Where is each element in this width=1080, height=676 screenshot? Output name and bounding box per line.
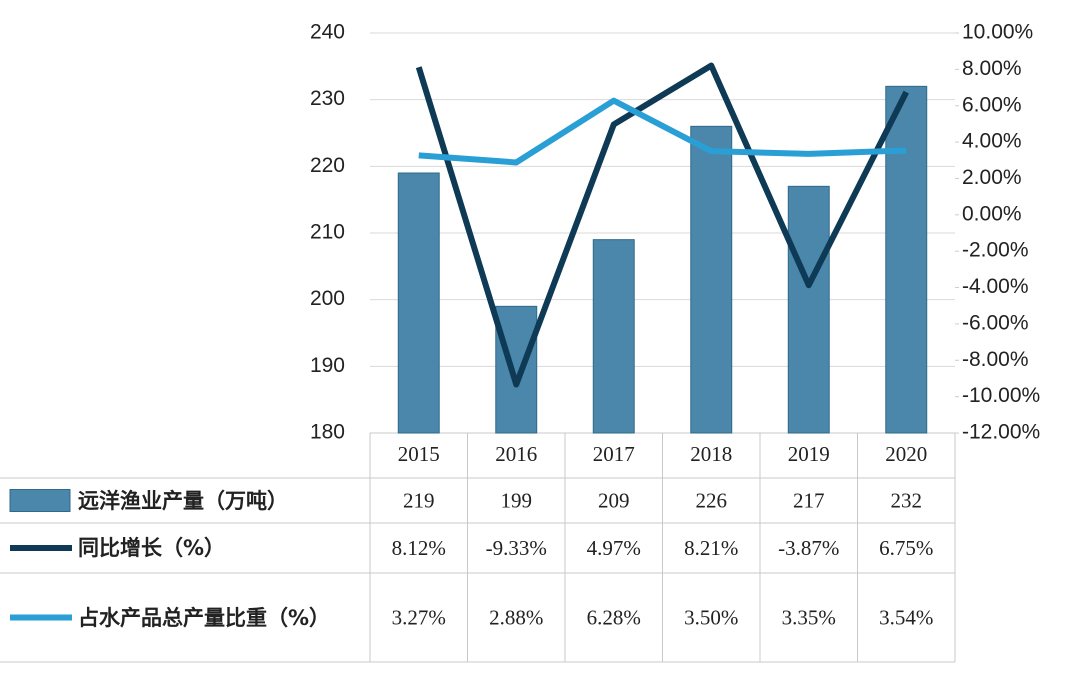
legend-label-box: 远洋渔业产量（万吨） <box>78 488 288 513</box>
legend-label: 同比增长（%） <box>78 536 226 560</box>
y-tick-label: 190 <box>310 354 345 377</box>
y2-tick-label: -6.00% <box>962 311 1029 334</box>
table-value: 6.75% <box>879 536 933 560</box>
line <box>415 62 909 388</box>
bar <box>787 185 830 434</box>
legend-label: 远洋渔业产量（万吨） <box>78 488 288 513</box>
y2-tick-label: -10.00% <box>962 384 1040 407</box>
y-tick-label: 230 <box>310 87 345 110</box>
y2-tick-label: 0.00% <box>962 202 1022 225</box>
y2-tick-label: 10.00% <box>962 21 1033 44</box>
table-value: 226 <box>696 488 728 512</box>
legend-label: 占水产品总产量比重（%） <box>78 605 331 630</box>
table-value: 199 <box>501 488 533 512</box>
table-value: 3.27% <box>392 605 446 629</box>
y2-tick-label: 8.00% <box>962 57 1022 80</box>
table-value: 209 <box>598 488 630 512</box>
table-value: 232 <box>891 488 923 512</box>
bar <box>592 239 635 434</box>
bar <box>495 305 538 434</box>
table-value: 6.28% <box>587 605 641 629</box>
y2-tick-label: -4.00% <box>962 275 1029 298</box>
table-value: 3.35% <box>782 605 836 629</box>
y2-tick-label: -12.00% <box>962 421 1040 444</box>
y-tick-label: 240 <box>310 21 345 44</box>
line <box>418 97 907 166</box>
y2-tick-label: 4.00% <box>962 130 1022 153</box>
table-value: 3.54% <box>879 605 933 629</box>
x-tick-label: 2018 <box>690 442 732 466</box>
legend-swatch <box>9 489 71 512</box>
x-tick-label: 2015 <box>398 442 440 466</box>
table-value: 8.21% <box>684 536 738 560</box>
table-value: 3.50% <box>684 605 738 629</box>
y-tick-label: 180 <box>310 421 345 444</box>
y-tick-label: 210 <box>310 221 345 244</box>
x-tick-label: 2019 <box>788 442 830 466</box>
y2-tick-label: -8.00% <box>962 348 1029 371</box>
table-value: 219 <box>403 488 435 512</box>
table-value: 2.88% <box>489 605 543 629</box>
legend-label-box: 同比增长（%） <box>78 536 226 560</box>
table-value: -3.87% <box>778 536 839 560</box>
table-value: -9.33% <box>486 536 547 560</box>
y2-tick-label: 2.00% <box>962 166 1022 189</box>
bar <box>397 172 440 434</box>
table-value: 217 <box>793 488 825 512</box>
bar <box>690 125 733 434</box>
x-tick-label: 2017 <box>593 442 635 466</box>
y-tick-label: 220 <box>310 154 345 177</box>
y2-tick-label: -2.00% <box>962 239 1029 262</box>
legend-label-box: 占水产品总产量比重（%） <box>78 605 331 630</box>
x-tick-label: 2020 <box>885 442 927 466</box>
y2-tick-label: 6.00% <box>962 93 1022 116</box>
y-tick-label: 200 <box>310 287 345 310</box>
table-value: 8.12% <box>392 536 446 560</box>
bar <box>885 85 928 434</box>
table-value: 4.97% <box>587 536 641 560</box>
x-tick-label: 2016 <box>495 442 537 466</box>
